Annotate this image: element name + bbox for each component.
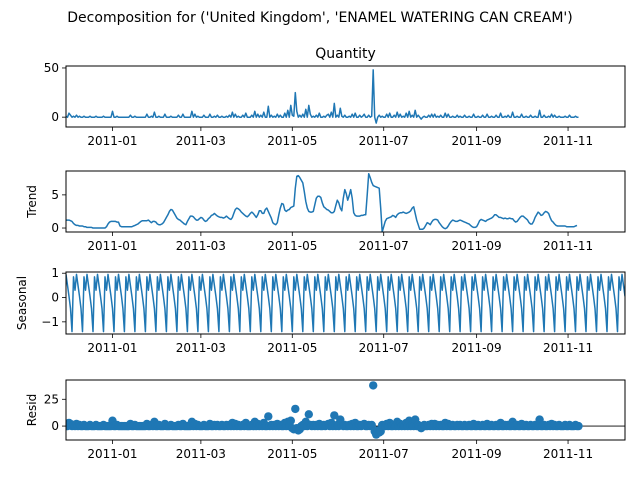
trend-series-line <box>66 172 578 232</box>
observed-axes-frame <box>65 65 626 128</box>
y-tick-label: −1 <box>41 315 59 329</box>
x-tick-label: 2011-07 <box>359 341 409 355</box>
seasonal-axes-frame <box>65 271 626 335</box>
x-tick-label: 2011-07 <box>359 447 409 461</box>
x-tick-label: 2011-05 <box>267 447 317 461</box>
y-tick-label: 0 <box>51 221 59 235</box>
y-tick-label: 1 <box>51 266 59 280</box>
x-tick-label: 2011-09 <box>452 341 502 355</box>
panel-seasonal: −1 0 1 2011-01 2011-03 2011-05 2011-07 2011-09 2… <box>15 266 626 355</box>
seasonal-ylabel: Seasonal <box>15 276 29 330</box>
y-tick-label: 0 <box>51 291 59 305</box>
resid-point <box>286 416 295 425</box>
observed-plot-area <box>66 69 579 124</box>
resid-point <box>369 381 378 390</box>
resid-point <box>264 412 273 421</box>
observed-title: Quantity <box>315 46 376 62</box>
x-tick-label: 2011-11 <box>543 239 593 253</box>
panel-resid: 0 25 2011-01 2011-03 2011-05 2011-07 2011-09 20… <box>25 379 626 461</box>
resid-axes-frame <box>65 379 626 441</box>
resid-ylabel: Resid <box>25 394 39 426</box>
panel-trend: 0 5 2011-01 2011-03 2011-05 2011-07 2011-09 201… <box>25 170 626 253</box>
trend-axes-frame <box>65 170 626 233</box>
x-tick-label: 2011-05 <box>267 239 317 253</box>
x-tick-label: 2011-01 <box>87 134 137 148</box>
x-tick-label: 2011-03 <box>176 447 226 461</box>
resid-point <box>367 420 376 430</box>
y-tick-label: 25 <box>44 392 59 406</box>
panel-observed: 0 50 2011-01 2011-03 2011-05 2011-07 2011-09 20… <box>44 46 626 148</box>
x-tick-label: 2011-03 <box>176 239 226 253</box>
resid-point <box>574 421 583 431</box>
resid-plot-area <box>66 381 625 439</box>
figure-suptitle: Decomposition for ('United Kingdom', 'EN… <box>67 10 572 26</box>
resid-point <box>330 411 339 420</box>
seasonal-plot-area <box>66 273 625 333</box>
resid-point <box>291 404 300 414</box>
y-tick-label: 50 <box>44 61 59 75</box>
x-tick-label: 2011-09 <box>452 447 502 461</box>
x-tick-label: 2011-01 <box>87 239 137 253</box>
seasonal-series-line <box>66 273 625 333</box>
x-tick-label: 2011-11 <box>543 341 593 355</box>
y-tick-label: 0 <box>51 419 59 433</box>
x-tick-label: 2011-09 <box>452 239 502 253</box>
x-tick-label: 2011-05 <box>267 134 317 148</box>
x-tick-label: 2011-01 <box>87 341 137 355</box>
x-tick-label: 2011-07 <box>359 239 409 253</box>
y-tick-label: 0 <box>51 110 59 124</box>
x-tick-label: 2011-11 <box>543 134 593 148</box>
x-tick-label: 2011-03 <box>176 341 226 355</box>
x-tick-label: 2011-01 <box>87 447 137 461</box>
x-tick-label: 2011-07 <box>359 134 409 148</box>
x-tick-label: 2011-05 <box>267 341 317 355</box>
trend-ylabel: Trend <box>25 185 39 219</box>
y-tick-label: 5 <box>51 188 59 202</box>
observed-series-line <box>66 69 579 124</box>
x-tick-label: 2011-11 <box>543 447 593 461</box>
x-tick-label: 2011-09 <box>452 134 502 148</box>
trend-plot-area <box>66 172 578 232</box>
resid-point <box>304 410 313 419</box>
x-tick-label: 2011-03 <box>176 134 226 148</box>
